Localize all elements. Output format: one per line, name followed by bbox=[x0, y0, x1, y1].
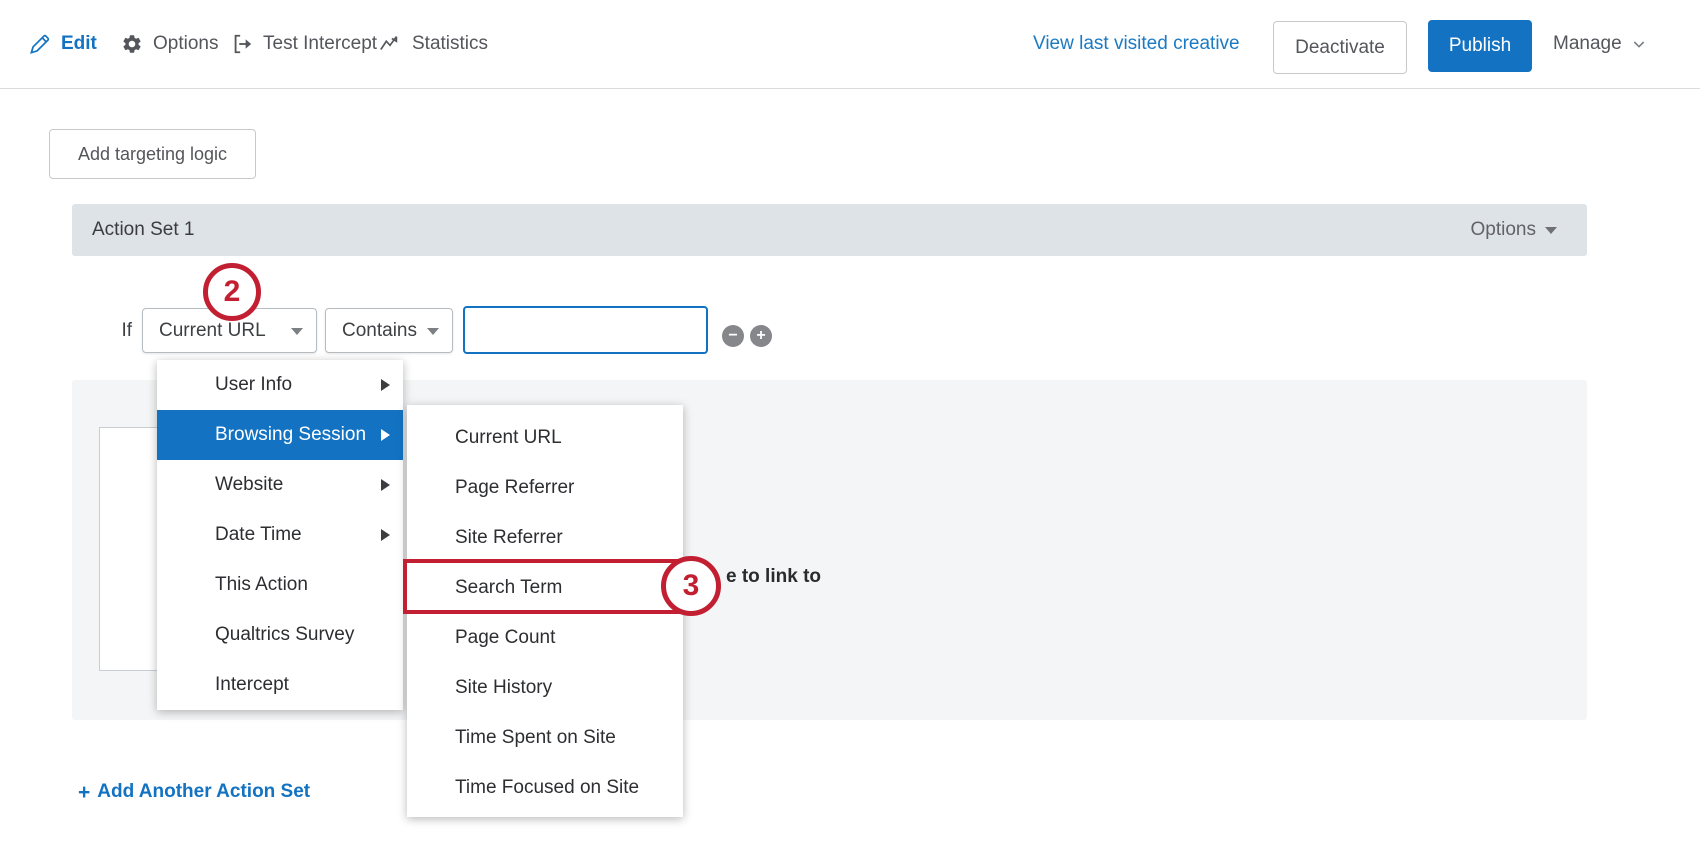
menu-item-date-time[interactable]: Date Time bbox=[157, 510, 403, 560]
submenu-item-site-history[interactable]: Site History bbox=[407, 663, 683, 713]
annotation-step-3-number: 3 bbox=[682, 569, 700, 602]
submenu-item-page-count[interactable]: Page Count bbox=[407, 613, 683, 663]
menu-item-this-action[interactable]: This Action bbox=[157, 560, 403, 610]
add-targeting-logic-button[interactable]: Add targeting logic bbox=[49, 129, 256, 179]
menu-item-label: Time Spent on Site bbox=[455, 727, 616, 748]
action-set-options-dropdown[interactable]: Options bbox=[1471, 204, 1557, 256]
condition-operator-value: Contains bbox=[342, 319, 417, 341]
submenu-arrow-icon bbox=[381, 479, 390, 491]
condition-category-menu: User Info Browsing Session Website Date … bbox=[157, 360, 403, 710]
background-text-fragment: e to link to bbox=[726, 566, 821, 587]
submenu-arrow-icon bbox=[381, 379, 390, 391]
tab-test-intercept[interactable]: Test Intercept bbox=[231, 0, 377, 88]
submenu-arrow-icon bbox=[381, 529, 390, 541]
submenu-item-site-referrer[interactable]: Site Referrer bbox=[407, 513, 683, 563]
submenu-item-current-url[interactable]: Current URL bbox=[407, 413, 683, 463]
menu-item-label: Current URL bbox=[455, 427, 562, 448]
action-set-options-label: Options bbox=[1470, 219, 1536, 240]
menu-item-label: Qualtrics Survey bbox=[215, 624, 355, 645]
deactivate-button[interactable]: Deactivate bbox=[1273, 21, 1407, 74]
action-set-title: Action Set 1 bbox=[92, 219, 195, 240]
menu-item-label: User Info bbox=[215, 374, 293, 395]
view-last-visited-creative-link[interactable]: View last visited creative bbox=[1033, 33, 1240, 54]
condition-if-label: If bbox=[121, 320, 132, 341]
submenu-item-time-spent-on-site[interactable]: Time Spent on Site bbox=[407, 713, 683, 763]
manage-dropdown[interactable]: Manage bbox=[1553, 0, 1647, 88]
tab-test-intercept-label: Test Intercept bbox=[263, 33, 378, 54]
add-condition-button[interactable]: + bbox=[750, 325, 772, 347]
browsing-session-submenu: Current URL Page Referrer Site Referrer … bbox=[407, 405, 683, 817]
menu-item-label: This Action bbox=[215, 574, 308, 595]
menu-item-intercept[interactable]: Intercept bbox=[157, 660, 403, 710]
caret-down-icon bbox=[1545, 226, 1557, 234]
tab-edit[interactable]: Edit bbox=[28, 0, 97, 88]
menu-item-label: Time Focused on Site bbox=[455, 777, 640, 798]
tab-statistics[interactable]: Statistics bbox=[378, 0, 488, 88]
annotation-step-2-number: 2 bbox=[223, 275, 241, 308]
caret-down-icon bbox=[427, 327, 439, 335]
manage-label: Manage bbox=[1553, 33, 1622, 54]
top-toolbar: Edit Options Test Intercept Statistics V… bbox=[0, 0, 1700, 89]
menu-item-label: Site Referrer bbox=[455, 527, 563, 548]
caret-down-icon bbox=[291, 327, 303, 335]
menu-item-qualtrics-survey[interactable]: Qualtrics Survey bbox=[157, 610, 403, 660]
gear-icon bbox=[121, 33, 143, 55]
statistics-icon bbox=[378, 33, 402, 55]
add-another-action-set-label: Add Another Action Set bbox=[97, 781, 311, 802]
menu-item-website[interactable]: Website bbox=[157, 460, 403, 510]
menu-item-label: Page Referrer bbox=[455, 477, 575, 498]
remove-condition-button[interactable]: − bbox=[722, 325, 744, 347]
menu-item-label: Browsing Session bbox=[215, 424, 367, 445]
submenu-item-search-term[interactable]: Search Term bbox=[407, 563, 683, 613]
menu-item-user-info[interactable]: User Info bbox=[157, 360, 403, 410]
menu-item-browsing-session[interactable]: Browsing Session bbox=[157, 410, 403, 460]
condition-field-value: Current URL bbox=[159, 319, 266, 341]
submenu-arrow-icon bbox=[381, 429, 390, 441]
plus-icon: + bbox=[78, 780, 91, 804]
condition-operator-dropdown[interactable]: Contains bbox=[325, 308, 453, 353]
annotation-step-3-badge: 3 bbox=[661, 556, 721, 616]
condition-value-input[interactable] bbox=[463, 306, 708, 354]
menu-item-label: Page Count bbox=[455, 627, 556, 648]
add-another-action-set-link[interactable]: + Add Another Action Set bbox=[78, 781, 310, 803]
action-set-header: Action Set 1 Options bbox=[72, 204, 1587, 256]
chevron-down-icon bbox=[1631, 36, 1647, 52]
test-intercept-icon bbox=[231, 33, 253, 55]
pencil-icon bbox=[28, 33, 51, 56]
submenu-item-page-referrer[interactable]: Page Referrer bbox=[407, 463, 683, 513]
tab-options-label: Options bbox=[153, 33, 219, 54]
submenu-item-time-focused-on-site[interactable]: Time Focused on Site bbox=[407, 763, 683, 813]
tab-options[interactable]: Options bbox=[121, 0, 218, 88]
tab-edit-label: Edit bbox=[61, 33, 97, 54]
menu-item-label: Search Term bbox=[455, 577, 563, 598]
menu-item-label: Site History bbox=[455, 677, 553, 698]
tab-statistics-label: Statistics bbox=[412, 33, 489, 54]
annotation-step-2-badge: 2 bbox=[203, 263, 261, 321]
menu-item-label: Website bbox=[215, 474, 284, 495]
publish-button[interactable]: Publish bbox=[1428, 20, 1532, 72]
menu-item-label: Intercept bbox=[215, 674, 289, 695]
menu-item-label: Date Time bbox=[215, 524, 302, 545]
